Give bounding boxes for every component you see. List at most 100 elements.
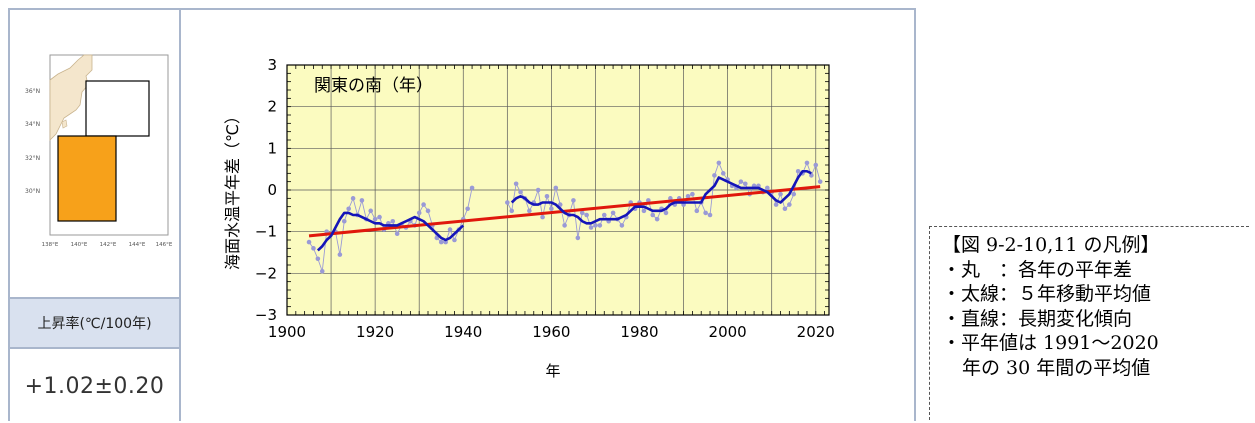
x-tick-label: 2000 xyxy=(709,323,747,341)
annual-point xyxy=(707,212,713,218)
y-axis-label: 海面水温平年差（℃） xyxy=(223,108,242,270)
land-shape xyxy=(49,54,93,141)
annual-point xyxy=(359,198,365,203)
annual-point xyxy=(319,268,325,274)
left-column: 36°N 34°N 32°N 30°N 138°E 140°E 142°E 14… xyxy=(10,10,181,421)
annual-point xyxy=(549,206,554,212)
annual-point xyxy=(518,189,523,195)
annual-point xyxy=(773,202,779,207)
annual-point xyxy=(390,218,396,224)
region-map-svg: 36°N 34°N 32°N 30°N 138°E 140°E 142°E 14… xyxy=(25,54,173,248)
annual-point xyxy=(306,239,312,245)
annual-point xyxy=(646,198,651,203)
x-tick-label: 1920 xyxy=(356,323,394,341)
annual-point xyxy=(571,198,576,203)
annual-point xyxy=(452,237,457,243)
annual-point xyxy=(346,206,351,212)
annual-point xyxy=(416,210,422,216)
lon-label: 144°E xyxy=(129,242,146,248)
x-tick-label: 1980 xyxy=(620,323,658,341)
x-axis-label: 年 xyxy=(545,362,560,380)
annual-point xyxy=(720,171,726,176)
annual-point xyxy=(469,185,475,191)
annual-point xyxy=(368,208,374,214)
moving-average-line xyxy=(316,211,465,252)
y-tick-label: 3 xyxy=(267,56,277,74)
annual-point xyxy=(443,239,448,245)
annual-point xyxy=(663,210,669,216)
chart-title: 関東の南（年） xyxy=(314,76,433,96)
moving-average-line xyxy=(510,169,812,225)
x-tick-label: 1960 xyxy=(532,323,570,341)
x-tick-label: 2020 xyxy=(797,323,835,341)
annual-point xyxy=(817,179,823,184)
annual-point xyxy=(341,218,347,224)
lat-labels: 36°N 34°N 32°N 30°N xyxy=(25,88,40,195)
annual-point xyxy=(575,235,581,241)
annual-point xyxy=(434,235,440,241)
lat-label: 34°N xyxy=(25,121,40,128)
annual-point xyxy=(584,212,589,218)
annual-point xyxy=(742,181,748,187)
annual-point xyxy=(377,214,382,220)
annual-point xyxy=(738,179,744,184)
x-tick-label: 1940 xyxy=(444,323,482,341)
annual-point xyxy=(765,185,770,191)
annual-point xyxy=(703,210,708,216)
annual-point xyxy=(540,214,545,220)
annual-point xyxy=(813,162,819,168)
legend-line: ・直線：長期変化傾向 xyxy=(942,307,1133,330)
annual-point xyxy=(694,208,700,214)
y-tick-label: 1 xyxy=(267,139,277,157)
annual-point xyxy=(447,227,453,232)
annual-point xyxy=(685,193,691,199)
region-map: 36°N 34°N 32°N 30°N 138°E 140°E 142°E 14… xyxy=(10,10,179,297)
annual-point xyxy=(544,193,550,199)
annual-point xyxy=(601,212,607,218)
annual-point xyxy=(421,202,426,207)
rate-header: 上昇率(℃/100年) xyxy=(10,297,179,349)
legend-line: ・太線：５年移動平均値 xyxy=(942,283,1152,305)
annual-point xyxy=(425,208,431,214)
annual-point xyxy=(610,210,616,216)
annual-point xyxy=(394,231,400,237)
lon-label: 142°E xyxy=(100,242,117,248)
annual-point xyxy=(465,206,470,212)
annual-point xyxy=(619,223,625,228)
rate-value: +1.02±0.20 xyxy=(24,373,165,399)
annual-point xyxy=(804,160,810,166)
annual-point xyxy=(350,196,356,201)
annual-point xyxy=(588,225,594,230)
annual-point xyxy=(654,216,660,222)
annual-point xyxy=(795,168,801,174)
annual-point xyxy=(311,246,316,251)
annual-point xyxy=(650,212,656,218)
annual-point xyxy=(315,256,321,262)
y-tick-label: 0 xyxy=(267,181,277,199)
lon-label: 146°E xyxy=(156,242,173,248)
annual-point xyxy=(579,210,585,216)
y-tick-label: −2 xyxy=(255,264,277,282)
annual-point xyxy=(372,216,378,222)
lat-label: 36°N xyxy=(25,88,40,95)
annual-point xyxy=(712,173,717,178)
sst-anomaly-chart: 1900 1920 1940 1960 1980 2000 2020 −3 −2 −1 0 1 2 3 関… xyxy=(223,56,835,380)
annual-point xyxy=(791,191,797,197)
annual-point xyxy=(557,202,563,207)
annual-point xyxy=(513,181,519,187)
annual-point xyxy=(716,160,722,166)
annual-point xyxy=(527,208,532,214)
annual-point xyxy=(597,223,603,228)
region-box-kanto-south xyxy=(57,135,117,222)
annual-point xyxy=(809,173,814,178)
annual-point xyxy=(562,223,567,228)
y-tick-label: 2 xyxy=(267,98,277,116)
island-shape xyxy=(61,119,68,129)
annual-point xyxy=(787,202,792,207)
annual-point xyxy=(509,208,515,214)
lat-label: 30°N xyxy=(25,188,40,195)
legend-line: 年の 30 年間の平均値 xyxy=(962,356,1151,379)
legend-title: 【図 9-2-10,11 の凡例】 xyxy=(942,234,1160,256)
annual-point xyxy=(641,208,647,214)
legend-line: ・平年値は 1991～2020 xyxy=(942,332,1159,354)
